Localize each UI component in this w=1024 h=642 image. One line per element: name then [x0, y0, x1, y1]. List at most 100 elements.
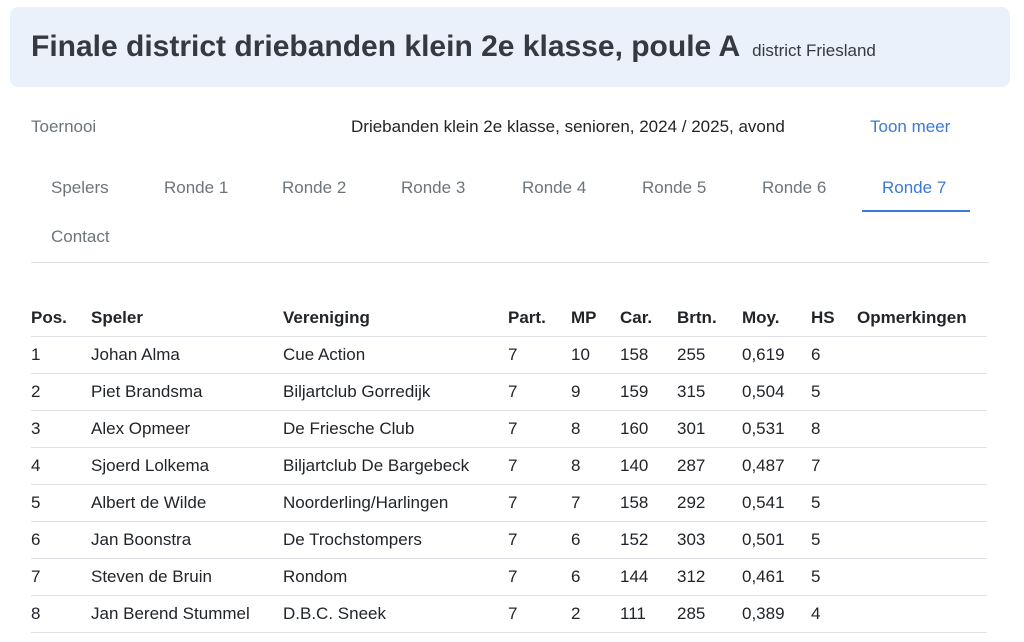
cell-speler: Johan Alma	[91, 336, 283, 374]
tab-spelers[interactable]: Spelers	[51, 178, 109, 197]
tab-ronde-6[interactable]: Ronde 6	[762, 178, 827, 197]
cell-speler: Alex Opmeer	[91, 410, 283, 448]
col-header-opmerkingen: Opmerkingen	[857, 300, 987, 337]
table-row: 5 Albert de Wilde Noorderling/Harlingen …	[31, 484, 987, 522]
page-title: Finale district driebanden klein 2e klas…	[31, 30, 741, 63]
table-row: 6 Jan Boonstra De Trochstompers 7 6 152 …	[31, 521, 987, 559]
cell-hs: 5	[811, 373, 857, 411]
col-header-moy: Moy.	[742, 300, 811, 337]
col-header-part: Part.	[508, 300, 571, 337]
cell-opmerkingen	[857, 521, 987, 559]
cell-car: 111	[620, 595, 677, 633]
cell-car: 159	[620, 373, 677, 411]
tournament-value: Driebanden klein 2e klasse, senioren, 20…	[351, 117, 785, 136]
cell-hs: 5	[811, 558, 857, 596]
cell-pos: 3	[31, 410, 91, 448]
cell-opmerkingen	[857, 447, 987, 485]
standings-table: Pos. Speler Vereniging Part. MP Car. Brt…	[31, 300, 987, 633]
col-header-pos: Pos.	[31, 300, 91, 337]
cell-mp: 2	[571, 595, 620, 633]
cell-moy: 0,389	[742, 595, 811, 633]
cell-part: 7	[508, 484, 571, 522]
cell-brtn: 312	[677, 558, 742, 596]
cell-car: 158	[620, 484, 677, 522]
cell-brtn: 303	[677, 521, 742, 559]
district-subtitle: district Friesland	[752, 41, 876, 60]
cell-pos: 4	[31, 447, 91, 485]
cell-opmerkingen	[857, 336, 987, 374]
cell-hs: 8	[811, 410, 857, 448]
cell-moy: 0,487	[742, 447, 811, 485]
cell-vereniging: Biljartclub De Bargebeck	[283, 447, 508, 485]
cell-pos: 7	[31, 558, 91, 596]
cell-car: 160	[620, 410, 677, 448]
cell-brtn: 315	[677, 373, 742, 411]
cell-part: 7	[508, 521, 571, 559]
cell-part: 7	[508, 336, 571, 374]
cell-brtn: 285	[677, 595, 742, 633]
round-tabs: Spelers Ronde 1 Ronde 2 Ronde 3 Ronde 4 …	[31, 164, 989, 263]
cell-vereniging: D.B.C. Sneek	[283, 595, 508, 633]
cell-hs: 6	[811, 336, 857, 374]
show-more-link[interactable]: Toon meer	[870, 117, 951, 136]
cell-brtn: 292	[677, 484, 742, 522]
cell-part: 7	[508, 410, 571, 448]
cell-pos: 5	[31, 484, 91, 522]
page-header: Finale district driebanden klein 2e klas…	[10, 7, 1010, 87]
cell-hs: 7	[811, 447, 857, 485]
tab-ronde-3[interactable]: Ronde 3	[401, 178, 466, 197]
cell-hs: 5	[811, 521, 857, 559]
cell-mp: 6	[571, 521, 620, 559]
cell-moy: 0,504	[742, 373, 811, 411]
tournament-label: Toernooi	[31, 117, 97, 136]
cell-mp: 9	[571, 373, 620, 411]
cell-speler: Piet Brandsma	[91, 373, 283, 411]
cell-speler: Albert de Wilde	[91, 484, 283, 522]
cell-vereniging: Cue Action	[283, 336, 508, 374]
cell-moy: 0,461	[742, 558, 811, 596]
table-row: 3 Alex Opmeer De Friesche Club 7 8 160 3…	[31, 410, 987, 448]
cell-brtn: 301	[677, 410, 742, 448]
cell-speler: Jan Berend Stummel	[91, 595, 283, 633]
cell-opmerkingen	[857, 558, 987, 596]
cell-vereniging: Rondom	[283, 558, 508, 596]
cell-opmerkingen	[857, 595, 987, 633]
cell-mp: 7	[571, 484, 620, 522]
cell-mp: 8	[571, 410, 620, 448]
cell-speler: Jan Boonstra	[91, 521, 283, 559]
cell-part: 7	[508, 558, 571, 596]
cell-part: 7	[508, 447, 571, 485]
cell-mp: 10	[571, 336, 620, 374]
col-header-brtn: Brtn.	[677, 300, 742, 337]
cell-vereniging: Biljartclub Gorredijk	[283, 373, 508, 411]
tab-ronde-5[interactable]: Ronde 5	[642, 178, 707, 197]
col-header-mp: MP	[571, 300, 620, 337]
cell-brtn: 255	[677, 336, 742, 374]
table-row: 8 Jan Berend Stummel D.B.C. Sneek 7 2 11…	[31, 595, 987, 633]
cell-vereniging: De Friesche Club	[283, 410, 508, 448]
tab-ronde-7[interactable]: Ronde 7	[862, 164, 970, 212]
tab-ronde-1[interactable]: Ronde 1	[164, 178, 229, 197]
cell-pos: 2	[31, 373, 91, 411]
cell-mp: 6	[571, 558, 620, 596]
cell-part: 7	[508, 595, 571, 633]
cell-mp: 8	[571, 447, 620, 485]
cell-brtn: 287	[677, 447, 742, 485]
tab-contact[interactable]: Contact	[51, 227, 110, 246]
cell-moy: 0,619	[742, 336, 811, 374]
table-row: 7 Steven de Bruin Rondom 7 6 144 312 0,4…	[31, 558, 987, 596]
cell-opmerkingen	[857, 484, 987, 522]
cell-car: 140	[620, 447, 677, 485]
cell-car: 144	[620, 558, 677, 596]
cell-moy: 0,541	[742, 484, 811, 522]
table-header-row: Pos. Speler Vereniging Part. MP Car. Brt…	[31, 300, 987, 337]
cell-hs: 4	[811, 595, 857, 633]
table-row: 4 Sjoerd Lolkema Biljartclub De Bargebec…	[31, 447, 987, 485]
table-row: 1 Johan Alma Cue Action 7 10 158 255 0,6…	[31, 336, 987, 374]
cell-opmerkingen	[857, 410, 987, 448]
tab-ronde-2[interactable]: Ronde 2	[282, 178, 347, 197]
tab-ronde-4[interactable]: Ronde 4	[522, 178, 587, 197]
cell-speler: Sjoerd Lolkema	[91, 447, 283, 485]
col-header-speler: Speler	[91, 300, 283, 337]
tournament-info-row: Toernooi Driebanden klein 2e klasse, sen…	[31, 117, 991, 139]
